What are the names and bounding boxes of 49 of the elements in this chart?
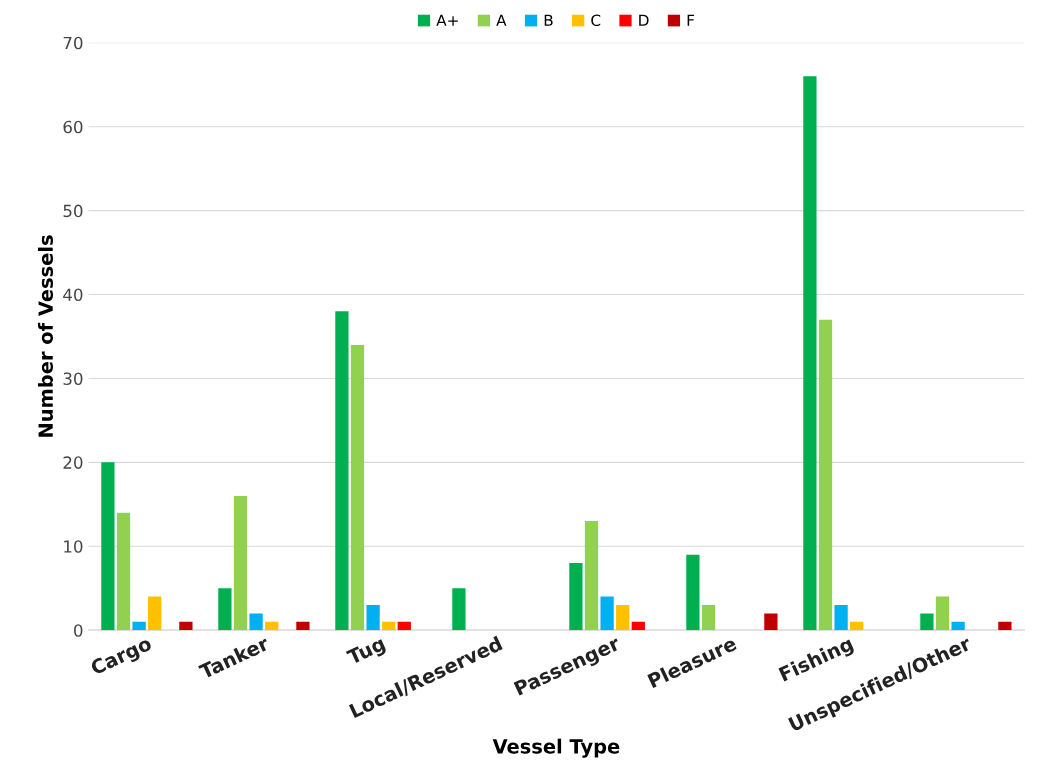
bar (701, 605, 716, 631)
bar (233, 495, 248, 631)
legend-label: B (544, 14, 553, 26)
bar (600, 596, 614, 631)
bar (148, 596, 162, 631)
legend-label: A (496, 14, 507, 26)
bar (366, 605, 380, 631)
bar (818, 319, 833, 631)
y-tick-label: 30 (63, 372, 83, 386)
bar (249, 613, 263, 631)
bar (569, 563, 583, 631)
bar (631, 621, 645, 631)
bar (935, 596, 950, 631)
legend-label: C (591, 14, 601, 27)
bar (452, 588, 466, 631)
bar (616, 605, 630, 631)
bar (335, 311, 349, 631)
bar (265, 621, 279, 631)
bar (834, 605, 848, 631)
y-tick-label: 50 (63, 204, 83, 218)
bar (218, 588, 232, 631)
bar (350, 344, 365, 631)
bar (951, 621, 965, 631)
legend-label: A+ (436, 14, 458, 26)
x-axis-title: Vessel Type (492, 738, 620, 758)
y-tick-label: 40 (63, 288, 83, 302)
bar (179, 621, 193, 631)
y-tick-label: 60 (63, 120, 83, 134)
bar (296, 621, 310, 631)
x-tick-label: Cargo (89, 635, 155, 679)
y-axis-title: Number of Vessels (37, 235, 54, 437)
bar (686, 554, 700, 631)
bar (584, 521, 599, 631)
bar (920, 613, 934, 631)
legend-label: F (687, 14, 695, 26)
y-tick-label: 20 (63, 456, 83, 469)
y-tick-label: 10 (64, 540, 83, 553)
bar (764, 613, 778, 631)
bar (998, 621, 1012, 631)
y-tick-label: 0 (74, 624, 83, 637)
bar (382, 621, 396, 631)
legend-label: D (639, 14, 649, 26)
bar (397, 621, 411, 631)
bar (101, 462, 115, 631)
bar (850, 621, 864, 631)
bar (132, 621, 146, 631)
y-tick-label: 70 (63, 36, 83, 50)
bar (803, 76, 817, 631)
bar (116, 512, 131, 631)
